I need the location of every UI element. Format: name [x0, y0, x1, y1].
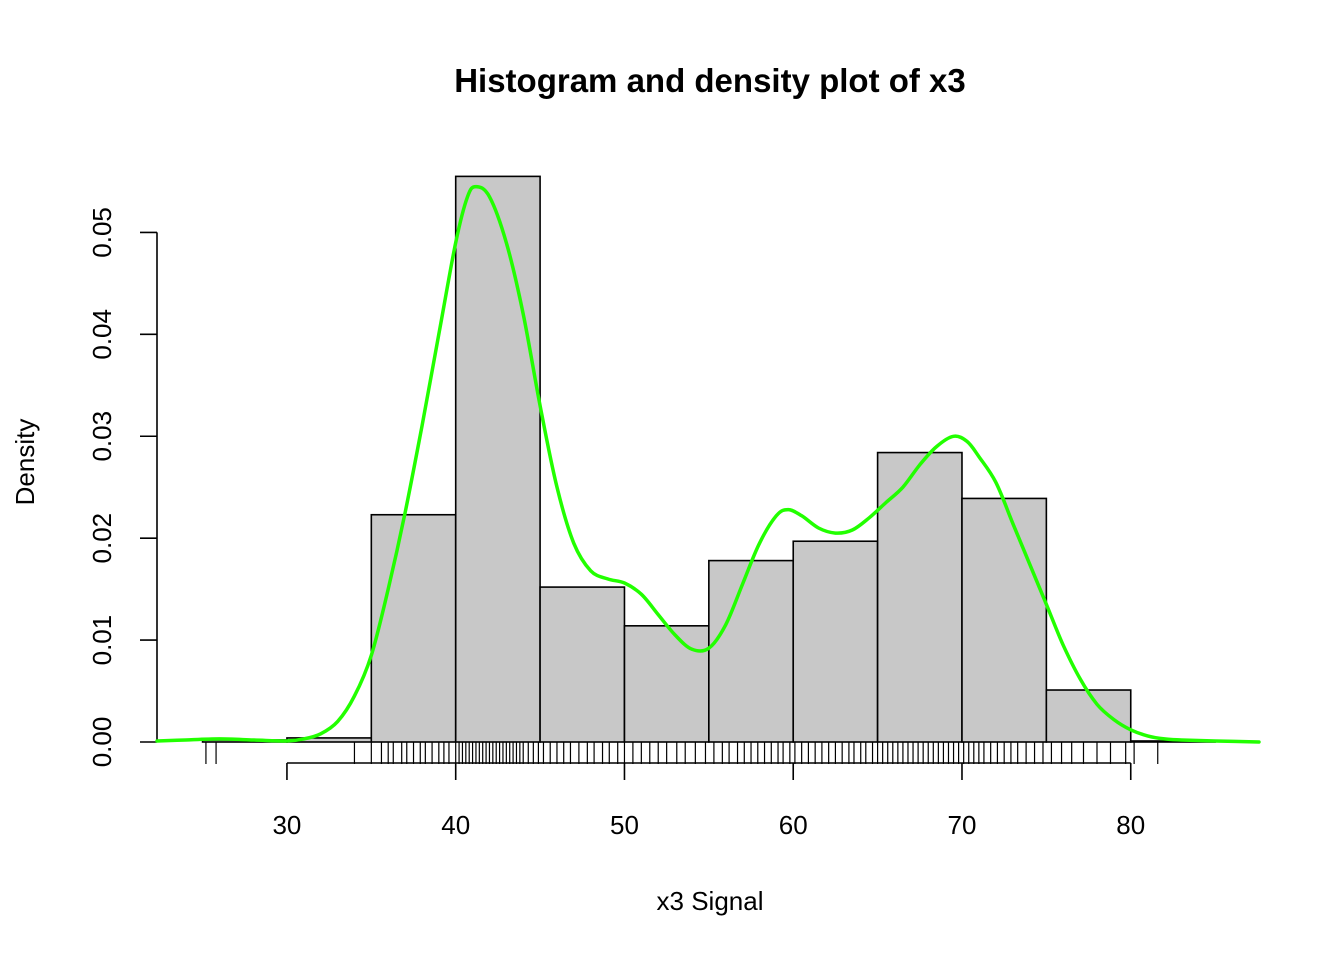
y-tick-label-1: 0.01: [87, 615, 117, 666]
histogram-bar-9: [961, 497, 1048, 743]
x-tick-label-0: 30: [272, 810, 301, 840]
y-tick-label-4: 0.04: [87, 309, 117, 360]
x-axis: 30 40 50 60 70 80: [272, 762, 1145, 840]
histogram-bars: [201, 175, 1216, 743]
histogram-bar-5: [623, 625, 710, 743]
y-tick-label-0: 0.00: [87, 717, 117, 768]
x-tick-label-4: 70: [948, 810, 977, 840]
density-curve: [155, 184, 1261, 744]
histogram-bar-7: [792, 540, 879, 743]
x-tick-label-1: 40: [441, 810, 470, 840]
x-tick-label-2: 50: [610, 810, 639, 840]
y-tick-label-2: 0.02: [87, 513, 117, 564]
y-axis: 0.00 0.01 0.02 0.03 0.04 0.05: [87, 207, 158, 768]
x-tick-label-3: 60: [779, 810, 808, 840]
x-tick-label-5: 80: [1116, 810, 1145, 840]
x-axis-label: x3 Signal: [657, 886, 764, 916]
histogram-bar-6: [708, 559, 795, 743]
rug-marks: [205, 742, 1159, 764]
histogram-bar-3: [454, 175, 541, 743]
histogram-bar-4: [539, 586, 626, 743]
density-curve-layer: [155, 184, 1261, 744]
y-tick-label-5: 0.05: [87, 207, 117, 258]
chart-title: Histogram and density plot of x3: [454, 62, 966, 99]
histogram-bar-2: [370, 513, 457, 743]
histogram-bar-8: [876, 451, 963, 743]
histogram-bar-10: [1045, 689, 1132, 743]
y-axis-label: Density: [10, 419, 40, 506]
y-tick-label-3: 0.03: [87, 411, 117, 462]
